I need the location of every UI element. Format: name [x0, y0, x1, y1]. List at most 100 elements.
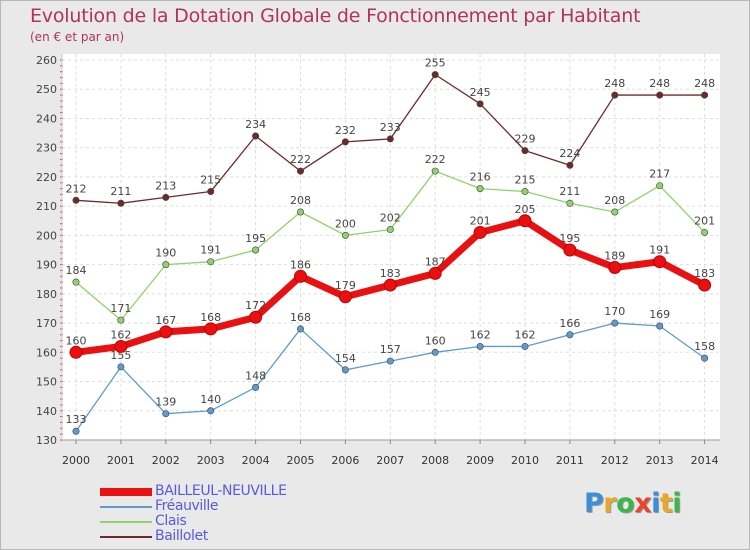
data-point	[72, 427, 80, 435]
data-point	[656, 91, 664, 99]
x-tick-label: 2004	[242, 454, 270, 467]
y-tick-label: 210	[36, 200, 57, 213]
data-point	[701, 354, 709, 362]
data-label: 191	[200, 244, 221, 257]
chart-title: Evolution de la Dotation Globale de Fonc…	[30, 5, 641, 27]
data-point	[207, 258, 215, 266]
y-tick-label: 260	[36, 54, 57, 67]
data-label: 211	[559, 185, 580, 198]
data-point	[386, 357, 394, 365]
data-label: 172	[245, 299, 266, 312]
data-label: 186	[290, 258, 311, 271]
x-tick-label: 2001	[107, 454, 135, 467]
data-point	[476, 100, 484, 108]
data-label: 189	[604, 250, 625, 263]
data-label: 158	[694, 340, 715, 353]
y-tick-label: 150	[36, 376, 57, 389]
data-point	[698, 278, 712, 292]
x-tick-label: 2009	[466, 454, 494, 467]
data-point	[701, 228, 709, 236]
y-tick-label: 220	[36, 171, 57, 184]
data-label: 248	[604, 77, 625, 90]
data-point	[701, 91, 709, 99]
y-tick-label: 190	[36, 259, 57, 272]
data-point	[476, 342, 484, 350]
x-tick-label: 2014	[691, 454, 719, 467]
y-tick-label: 180	[36, 288, 57, 301]
data-label: 205	[515, 203, 536, 216]
data-point	[117, 316, 125, 324]
data-point	[611, 208, 619, 216]
data-point	[338, 290, 352, 304]
data-point	[114, 339, 128, 353]
data-label: 166	[559, 317, 580, 330]
data-label: 183	[380, 267, 401, 280]
data-point	[431, 71, 439, 79]
data-label: 160	[66, 334, 87, 347]
data-label: 215	[515, 174, 536, 187]
data-point	[249, 310, 263, 324]
data-point	[611, 91, 619, 99]
data-point	[473, 225, 487, 239]
data-label: 167	[155, 314, 176, 327]
data-point	[207, 188, 215, 196]
x-tick-label: 2002	[152, 454, 180, 467]
data-label: 155	[110, 349, 131, 362]
y-tick-label: 230	[36, 142, 57, 155]
data-label: 245	[470, 86, 491, 99]
data-point	[117, 199, 125, 207]
data-point	[431, 348, 439, 356]
data-label: 217	[649, 168, 670, 181]
data-point	[656, 322, 664, 330]
x-tick-label: 2006	[331, 454, 359, 467]
data-point	[252, 246, 260, 254]
data-point	[296, 325, 304, 333]
data-point	[383, 278, 397, 292]
data-point	[341, 366, 349, 374]
data-label: 179	[335, 279, 356, 292]
legend-swatch	[100, 520, 152, 523]
data-point	[162, 261, 170, 269]
data-label: 162	[110, 328, 131, 341]
data-label: 224	[559, 147, 580, 160]
data-label: 169	[649, 308, 670, 321]
data-label: 212	[66, 182, 87, 195]
data-point	[162, 410, 170, 418]
y-tick-label: 240	[36, 112, 57, 125]
data-point	[476, 185, 484, 193]
y-tick-label: 200	[36, 229, 57, 242]
data-point	[521, 342, 529, 350]
data-label: 140	[200, 393, 221, 406]
legend-swatch	[100, 535, 152, 538]
x-tick-label: 2003	[197, 454, 225, 467]
data-point	[72, 196, 80, 204]
legend-label: BAILLEUL-NEUVILLE	[155, 483, 287, 499]
y-tick-label: 140	[36, 405, 57, 418]
data-label: 187	[425, 255, 446, 268]
legend-label: Fréauville	[155, 498, 219, 514]
data-point	[252, 132, 260, 140]
data-point	[159, 325, 173, 339]
data-point	[518, 214, 532, 228]
data-point	[69, 345, 83, 359]
data-label: 154	[335, 352, 356, 365]
x-tick-label: 2000	[62, 454, 90, 467]
data-label: 201	[694, 214, 715, 227]
data-point	[608, 261, 622, 275]
data-label: 139	[155, 396, 176, 409]
data-label: 208	[604, 194, 625, 207]
data-point	[117, 363, 125, 371]
data-point	[72, 278, 80, 286]
x-tick-label: 2008	[421, 454, 449, 467]
data-point	[207, 407, 215, 415]
data-label: 191	[649, 244, 670, 257]
data-point	[296, 208, 304, 216]
data-point	[431, 167, 439, 175]
data-label: 190	[155, 247, 176, 260]
x-tick-label: 2005	[287, 454, 315, 467]
data-point	[563, 243, 577, 257]
data-label: 168	[290, 311, 311, 324]
proxiti-logo: Proxiti	[584, 488, 682, 519]
data-label: 195	[245, 232, 266, 245]
